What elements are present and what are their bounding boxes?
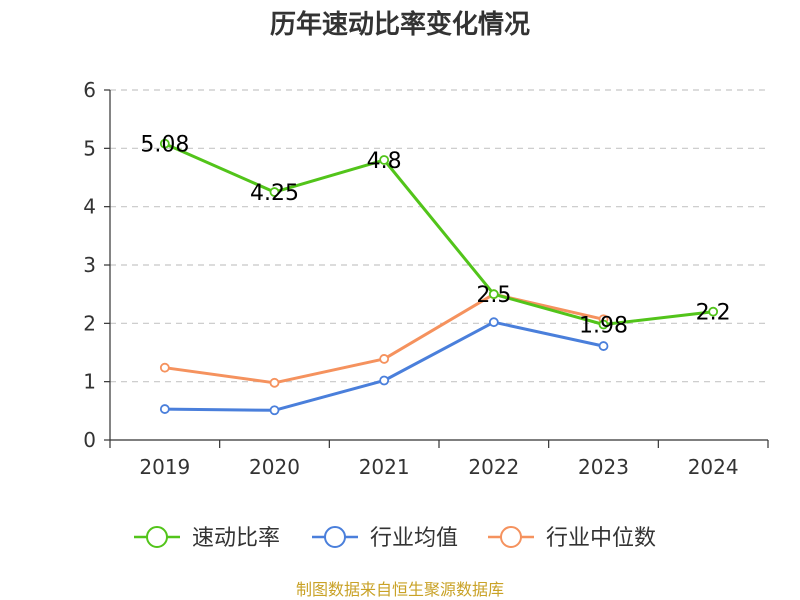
- x-tick-label-2021: 2021: [359, 455, 410, 479]
- source-note: 制图数据来自恒生聚源数据库: [295, 580, 504, 599]
- legend-item-2[interactable]: 行业均值: [312, 526, 458, 551]
- y-tick-label-0: 0: [83, 428, 96, 452]
- series-lines: [159, 138, 719, 416]
- y-tick-label-2: 2: [83, 311, 96, 335]
- series-1-point-2020[interactable]: [269, 187, 280, 197]
- legend[interactable]: 速动比率 行业均值 行业中位数: [134, 526, 656, 551]
- series-3-point-2020[interactable]: [269, 377, 280, 388]
- data-label-2019: 5.08: [140, 133, 189, 158]
- series-1-point-2019[interactable]: [159, 138, 170, 149]
- legend-label-2: 行业均值: [370, 526, 458, 551]
- data-labels: 5.08 4.25 4.8 2.5 1.98 2.2: [140, 133, 730, 339]
- y-tick-label-5: 5: [83, 136, 96, 160]
- data-label-2023: 1.98: [579, 314, 628, 339]
- series-1-point-2024[interactable]: [708, 306, 719, 317]
- series-2-point-2021[interactable]: [379, 375, 390, 386]
- x-tick-label-2022: 2022: [468, 455, 519, 479]
- y-tick-label-4: 4: [83, 195, 96, 219]
- data-label-2024: 2.2: [696, 301, 731, 326]
- series-2-point-2020[interactable]: [269, 405, 280, 416]
- legend-item-3[interactable]: 行业中位数: [488, 526, 656, 551]
- legend-marker-2: [324, 526, 346, 548]
- data-label-2022: 2.5: [476, 283, 511, 308]
- series-2-point-2019[interactable]: [159, 404, 170, 414]
- legend-marker-3: [500, 526, 522, 548]
- series-3-point-2021[interactable]: [379, 354, 390, 364]
- series-3-point-2019[interactable]: [159, 362, 170, 373]
- chart-title: 历年速动比率变化情况: [269, 10, 530, 40]
- grid-lines: [110, 89, 768, 383]
- series-1-point-2022[interactable]: [488, 289, 499, 300]
- axes: 0 1 2 3 4 5 6 2019 2020 2021 2022 2023 2024: [83, 78, 769, 479]
- legend-label-3: 行业中位数: [546, 526, 656, 551]
- x-tick-label-2023: 2023: [578, 455, 629, 479]
- series-1-point-2023[interactable]: [598, 319, 609, 330]
- x-tick-label-2020: 2020: [249, 455, 300, 479]
- x-tick-label-2024: 2024: [688, 455, 739, 479]
- series-line-2: [164, 320, 604, 412]
- legend-item-1[interactable]: 速动比率: [134, 526, 280, 551]
- series-1-point-2021[interactable]: [379, 155, 390, 165]
- legend-marker-1: [146, 526, 168, 548]
- data-label-2020: 4.25: [250, 181, 299, 206]
- y-tick-label-3: 3: [83, 253, 96, 277]
- series-line-1: [164, 142, 714, 326]
- y-tick-label-6: 6: [83, 78, 96, 102]
- data-label-2021: 4.8: [367, 149, 402, 174]
- series-2-point-2023[interactable]: [598, 341, 609, 351]
- y-tick-label-1: 1: [83, 370, 96, 394]
- x-tick-label-2019: 2019: [139, 455, 190, 479]
- series-2-point-2022[interactable]: [488, 317, 499, 328]
- legend-label-1: 速动比率: [192, 526, 280, 551]
